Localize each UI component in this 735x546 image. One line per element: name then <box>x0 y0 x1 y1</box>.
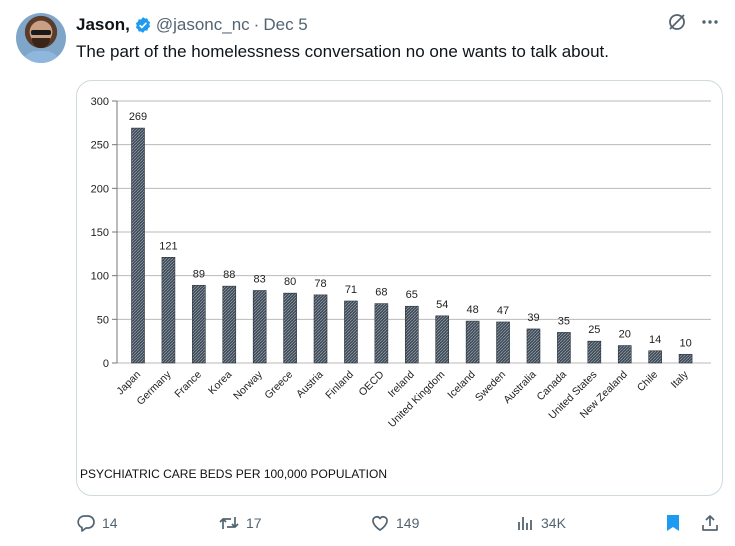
bar <box>283 292 297 364</box>
y-tick-label: 0 <box>103 358 109 370</box>
data-label: 54 <box>436 299 448 311</box>
data-label: 89 <box>193 268 205 280</box>
data-label: 83 <box>254 274 266 286</box>
bookmark-icon <box>667 515 679 531</box>
data-label: 68 <box>375 287 387 299</box>
bar <box>344 300 358 364</box>
bar <box>404 305 419 364</box>
bar <box>222 285 237 364</box>
data-label: 71 <box>345 284 357 296</box>
bar <box>192 284 206 364</box>
tweet-media[interactable]: 0 50 100 150 200 250 300 269 Japan 121 Germany 89 Fr… <box>76 80 723 496</box>
avatar-glasses <box>31 30 51 35</box>
bar <box>648 350 662 364</box>
tweet-text: The part of the homelessness conversatio… <box>76 42 609 61</box>
y-tick-label: 100 <box>91 271 109 283</box>
author-name[interactable]: Jason, <box>76 15 130 34</box>
data-label: 80 <box>284 276 296 288</box>
x-tick-label: Germany <box>135 368 175 408</box>
like-count: 149 <box>396 515 420 531</box>
share-icon <box>702 515 718 531</box>
x-tick-label: Greece <box>262 369 295 402</box>
data-label: 10 <box>679 337 691 349</box>
x-tick-label: Austria <box>294 369 326 401</box>
data-label: 121 <box>159 240 177 252</box>
data-label: 20 <box>619 329 631 341</box>
x-tick-label: Finland <box>323 369 356 402</box>
x-tick-label: OECD <box>357 368 387 398</box>
bar <box>161 257 176 364</box>
y-tick-label: 250 <box>91 140 109 152</box>
data-label: 269 <box>129 111 147 123</box>
bar <box>587 340 602 364</box>
bar <box>313 294 328 364</box>
x-tick-label: Norway <box>231 368 265 402</box>
x-tick-label: Chile <box>635 369 661 395</box>
bar <box>465 320 480 364</box>
y-tick-label: 150 <box>91 227 109 239</box>
data-label: 39 <box>527 312 539 324</box>
x-tick-label: France <box>172 369 204 401</box>
y-tick-label: 50 <box>97 314 109 326</box>
grok-icon[interactable] <box>667 12 687 32</box>
avatar-beard <box>32 38 50 48</box>
data-label: 35 <box>558 315 570 327</box>
bar <box>496 321 510 364</box>
retweet-button[interactable]: 17 <box>218 513 262 533</box>
data-label: 25 <box>588 324 600 336</box>
data-label: 48 <box>467 304 479 316</box>
bar <box>131 127 145 364</box>
retweet-count: 17 <box>246 515 262 531</box>
bar <box>252 290 267 364</box>
bar <box>617 345 632 364</box>
bar <box>374 303 389 364</box>
avatar[interactable] <box>16 13 66 63</box>
views-button[interactable]: 34K <box>515 513 566 533</box>
data-label: 78 <box>314 278 326 290</box>
y-tick-label: 300 <box>91 96 109 108</box>
bar <box>435 315 450 364</box>
x-tick-label: United Kingdom <box>386 368 447 429</box>
header-icons <box>667 12 719 32</box>
more-icon[interactable] <box>701 13 719 31</box>
data-label: 47 <box>497 305 509 317</box>
bookmark-button[interactable] <box>664 513 682 533</box>
bar <box>678 353 693 364</box>
verified-badge-icon <box>135 17 150 33</box>
data-label: 88 <box>223 269 235 281</box>
x-tick-label: Korea <box>206 369 234 397</box>
reply-button[interactable]: 14 <box>76 513 118 533</box>
data-label: 14 <box>649 334 661 346</box>
x-tick-label: Japan <box>114 369 143 398</box>
separator-dot: · <box>253 15 260 34</box>
tweet-header: Jason, @jasonc_nc · Dec 5 <box>76 14 308 36</box>
chart-title: PSYCHIATRIC CARE BEDS PER 100,000 POPULA… <box>80 467 387 481</box>
views-count: 34K <box>541 515 566 531</box>
bar <box>557 332 571 364</box>
action-bar: 14 17 149 34K <box>76 513 723 535</box>
like-button[interactable]: 149 <box>370 513 419 533</box>
like-icon <box>372 516 388 531</box>
y-tick-label: 200 <box>91 183 109 195</box>
retweet-icon <box>219 517 239 529</box>
reply-icon <box>77 515 95 532</box>
reply-count: 14 <box>102 515 118 531</box>
bar <box>526 328 541 364</box>
avatar-shirt <box>22 51 60 63</box>
author-handle[interactable]: @jasonc_nc <box>155 15 250 34</box>
share-button[interactable] <box>700 513 720 533</box>
x-tick-label: Italy <box>669 368 692 391</box>
x-tick-label: Australia <box>501 369 538 406</box>
data-label: 65 <box>406 289 418 301</box>
views-icon <box>518 517 532 530</box>
bar-chart: 0 50 100 150 200 250 300 269 Japan 121 Germany 89 Fr… <box>91 96 711 430</box>
tweet-date[interactable]: Dec 5 <box>263 15 308 34</box>
